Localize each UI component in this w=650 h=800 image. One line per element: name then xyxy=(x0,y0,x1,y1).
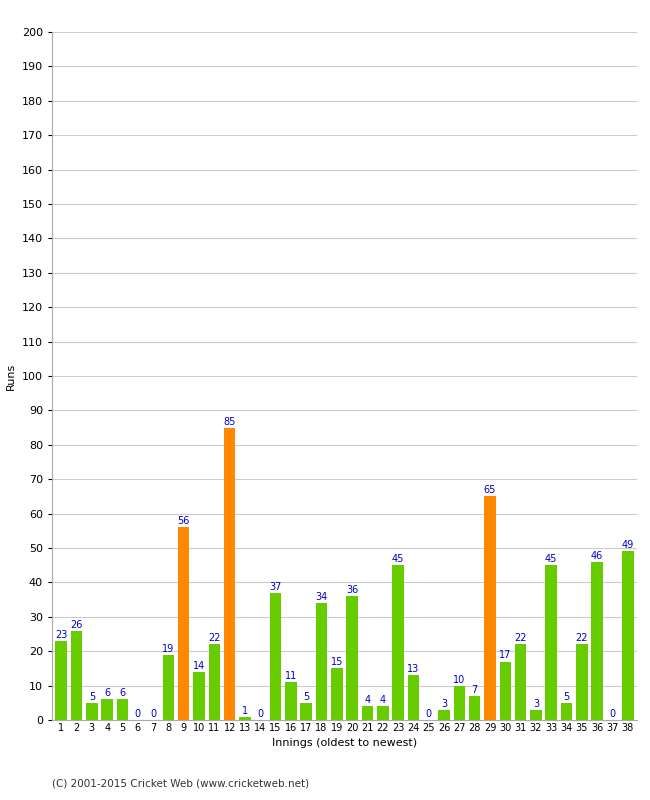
Text: 5: 5 xyxy=(564,692,569,702)
Bar xyxy=(530,710,541,720)
Bar xyxy=(346,596,358,720)
Text: 14: 14 xyxy=(193,661,205,671)
Text: 10: 10 xyxy=(453,674,465,685)
Text: 26: 26 xyxy=(70,619,83,630)
Bar xyxy=(209,644,220,720)
Bar xyxy=(484,496,496,720)
Text: 0: 0 xyxy=(257,709,263,719)
Text: 37: 37 xyxy=(269,582,281,592)
Text: 0: 0 xyxy=(150,709,156,719)
X-axis label: Innings (oldest to newest): Innings (oldest to newest) xyxy=(272,738,417,748)
Bar xyxy=(393,565,404,720)
Text: 65: 65 xyxy=(484,486,496,495)
Bar xyxy=(469,696,480,720)
Bar xyxy=(71,630,83,720)
Text: 23: 23 xyxy=(55,630,68,640)
Text: 5: 5 xyxy=(303,692,309,702)
Text: 34: 34 xyxy=(315,592,328,602)
Bar xyxy=(515,644,527,720)
Text: 0: 0 xyxy=(135,709,141,719)
Bar xyxy=(561,702,572,720)
Text: 56: 56 xyxy=(177,516,190,526)
Text: 4: 4 xyxy=(365,695,370,706)
Text: 1: 1 xyxy=(242,706,248,715)
Text: 0: 0 xyxy=(610,709,616,719)
Text: 6: 6 xyxy=(104,688,110,698)
Bar xyxy=(377,706,389,720)
Text: 22: 22 xyxy=(514,634,527,643)
Text: 46: 46 xyxy=(591,550,603,561)
Text: 17: 17 xyxy=(499,650,512,661)
Bar xyxy=(454,686,465,720)
Text: 7: 7 xyxy=(471,685,478,695)
Bar xyxy=(500,662,511,720)
Bar xyxy=(193,672,205,720)
Text: 49: 49 xyxy=(621,541,634,550)
Bar xyxy=(316,603,327,720)
Text: 11: 11 xyxy=(285,671,297,681)
Bar xyxy=(576,644,588,720)
Text: 85: 85 xyxy=(224,417,236,426)
Text: 15: 15 xyxy=(331,658,343,667)
Bar xyxy=(55,641,67,720)
Bar xyxy=(362,706,373,720)
Bar xyxy=(285,682,296,720)
Text: 0: 0 xyxy=(426,709,432,719)
Text: 22: 22 xyxy=(208,634,220,643)
Text: 36: 36 xyxy=(346,585,358,595)
Text: 3: 3 xyxy=(533,698,539,709)
Text: 45: 45 xyxy=(545,554,558,564)
Y-axis label: Runs: Runs xyxy=(6,362,16,390)
Text: 5: 5 xyxy=(88,692,95,702)
Text: (C) 2001-2015 Cricket Web (www.cricketweb.net): (C) 2001-2015 Cricket Web (www.cricketwe… xyxy=(52,778,309,788)
Bar xyxy=(592,562,603,720)
Bar xyxy=(300,702,312,720)
Bar xyxy=(101,699,113,720)
Bar xyxy=(622,551,634,720)
Text: 22: 22 xyxy=(576,634,588,643)
Bar xyxy=(86,702,97,720)
Bar xyxy=(331,669,343,720)
Text: 6: 6 xyxy=(120,688,125,698)
Bar xyxy=(239,717,251,720)
Bar xyxy=(178,527,189,720)
Text: 4: 4 xyxy=(380,695,386,706)
Text: 19: 19 xyxy=(162,644,174,654)
Text: 3: 3 xyxy=(441,698,447,709)
Bar xyxy=(117,699,128,720)
Bar xyxy=(224,427,235,720)
Bar xyxy=(162,654,174,720)
Bar xyxy=(270,593,281,720)
Bar xyxy=(408,675,419,720)
Text: 45: 45 xyxy=(392,554,404,564)
Text: 13: 13 xyxy=(408,664,419,674)
Bar xyxy=(545,565,557,720)
Bar xyxy=(438,710,450,720)
